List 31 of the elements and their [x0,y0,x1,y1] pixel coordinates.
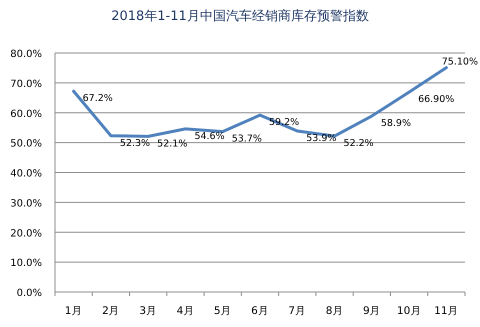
x-tick-label: 1月 [64,305,82,317]
y-tick-label: 50.0% [10,138,42,150]
title: 2018年1-11月中国汽车经销商库存预警指数 [111,9,369,24]
x-tick-label: 6月 [251,305,269,317]
x-tick-label: 5月 [214,305,232,317]
y-tick-label: 40.0% [10,168,42,180]
data-label: 52.3% [120,138,150,149]
y-tick-label: 0.0% [16,288,42,299]
y-tick-label: 60.0% [10,108,42,120]
x-tick-label: 8月 [326,305,344,317]
x-tick-label: 2月 [102,305,120,317]
x-tick-label: 10月 [396,305,422,317]
data-label: 75.10% [442,56,478,68]
y-tick-label: 80.0% [10,49,42,60]
data-label: 52.1% [157,138,188,150]
data-label: 58.9% [380,118,411,130]
y-tick-label: 30.0% [10,198,42,210]
data-label: 53.7% [232,134,262,145]
data-label: 52.2% [344,138,374,150]
data-label: 54.6% [194,130,225,142]
x-tick-label: 7月 [288,305,306,317]
y-tick-label: 10.0% [10,258,42,270]
x-tick-label: 3月 [139,305,158,317]
data-label: 53.9% [306,132,336,144]
data-label: 66.90% [418,94,454,106]
x-tick-label: 4月 [176,305,194,317]
y-tick-label: 70.0% [10,78,42,90]
data-label: 67.2% [82,93,113,104]
x-tick-label: 11月 [434,305,459,317]
y-tick-label: 20.0% [10,228,42,240]
x-tick-label: 9月 [362,305,381,317]
